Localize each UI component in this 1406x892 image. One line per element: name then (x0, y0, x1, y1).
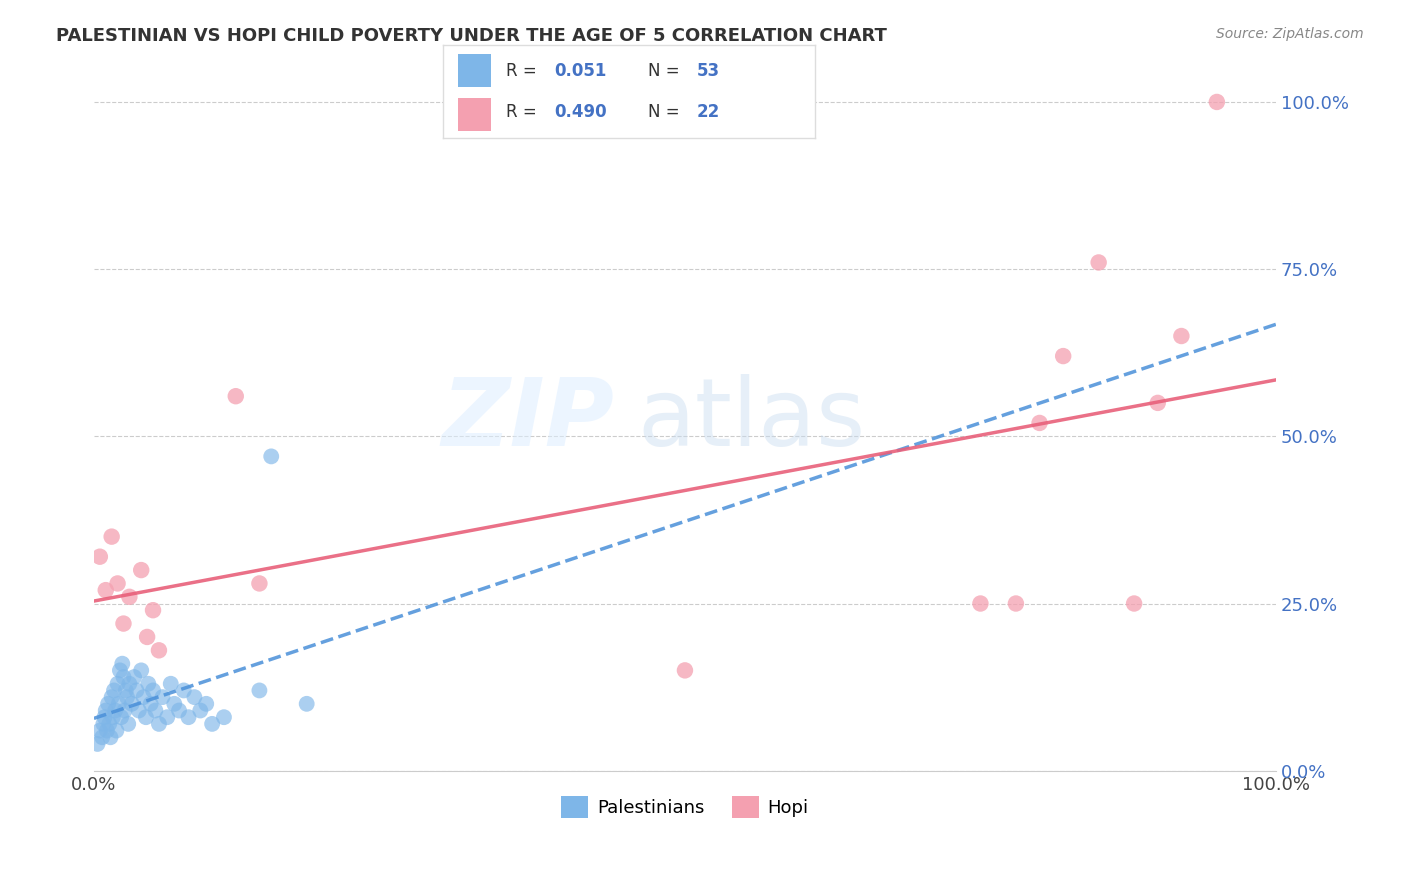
Point (188, 704, 211, 718)
Point (195, 697, 218, 711)
Point (105, 723, 128, 738)
Point (93, 710, 115, 724)
Point (122, 670, 145, 684)
Point (148, 643, 170, 657)
Point (107, 697, 129, 711)
Point (89, 549, 111, 564)
Point (148, 717, 170, 731)
Point (1005, 597, 1028, 611)
Text: 53: 53 (696, 62, 720, 79)
Point (94, 583, 117, 598)
Point (115, 690, 138, 705)
Point (129, 563, 152, 577)
Point (112, 670, 135, 684)
Point (93, 717, 115, 731)
Point (295, 697, 318, 711)
Point (135, 710, 157, 724)
Point (1123, 597, 1146, 611)
Point (212, 710, 235, 724)
Point (136, 630, 159, 644)
Point (163, 697, 186, 711)
Point (98, 717, 121, 731)
Point (167, 704, 190, 718)
Point (110, 710, 132, 724)
Point (260, 450, 283, 464)
Point (136, 677, 159, 691)
Point (100, 690, 122, 705)
Point (1205, 95, 1227, 109)
Point (142, 683, 165, 698)
Point (89, 723, 111, 738)
Point (1052, 349, 1074, 363)
Point (111, 657, 134, 671)
Point (107, 576, 129, 591)
Point (673, 664, 696, 678)
Point (159, 677, 181, 691)
Point (1146, 396, 1168, 410)
Point (118, 677, 141, 691)
Point (132, 690, 155, 705)
Text: 22: 22 (696, 103, 720, 121)
Legend: Palestinians, Hopi: Palestinians, Hopi (554, 789, 815, 825)
Text: 0.490: 0.490 (554, 103, 607, 121)
Bar (458, 54, 491, 87)
Point (86, 737, 108, 751)
Point (103, 683, 125, 698)
Text: PALESTINIAN VS HOPI CHILD POVERTY UNDER THE AGE OF 5 CORRELATION CHART: PALESTINIAN VS HOPI CHILD POVERTY UNDER … (56, 27, 887, 45)
Text: R =: R = (506, 62, 543, 79)
Point (91, 731, 114, 745)
Point (152, 690, 174, 705)
Point (104, 704, 127, 718)
Point (117, 717, 139, 731)
Point (118, 590, 141, 604)
Point (177, 710, 200, 724)
Point (97, 697, 120, 711)
Point (249, 683, 271, 698)
Bar (458, 98, 491, 131)
Point (112, 616, 135, 631)
Point (1170, 329, 1192, 343)
Text: atlas: atlas (638, 374, 866, 466)
Point (225, 389, 247, 403)
Point (1087, 255, 1109, 269)
Point (94, 704, 117, 718)
Point (114, 704, 136, 718)
Text: Source: ZipAtlas.com: Source: ZipAtlas.com (1216, 27, 1364, 41)
Point (145, 704, 167, 718)
Text: N =: N = (648, 103, 685, 121)
Point (121, 697, 143, 711)
Point (101, 710, 124, 724)
Point (156, 710, 179, 724)
Point (100, 530, 122, 544)
Point (142, 603, 165, 617)
Text: N =: N = (648, 62, 685, 79)
Point (969, 597, 991, 611)
Point (115, 683, 138, 698)
Point (1028, 416, 1050, 430)
Text: ZIP: ZIP (441, 374, 614, 466)
Point (129, 664, 152, 678)
Point (173, 683, 195, 698)
Point (249, 576, 271, 591)
Point (100, 731, 122, 745)
Point (125, 683, 148, 698)
Point (128, 704, 150, 718)
Point (107, 677, 129, 691)
Text: 0.051: 0.051 (554, 62, 607, 79)
Point (139, 697, 162, 711)
Text: R =: R = (506, 103, 543, 121)
Point (201, 717, 224, 731)
Point (108, 664, 131, 678)
Point (96, 723, 118, 738)
Point (183, 690, 205, 705)
